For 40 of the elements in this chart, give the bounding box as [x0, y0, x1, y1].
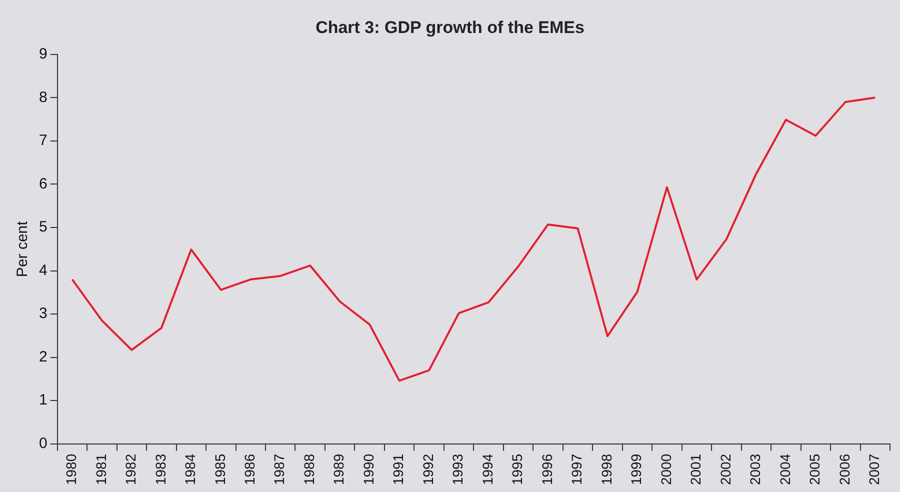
chart-title: Chart 3: GDP growth of the EMEs [316, 18, 584, 37]
y-axis-title: Per cent [14, 220, 32, 278]
x-tick-label: 1988 [300, 454, 317, 486]
x-tick-label: 1996 [538, 454, 555, 486]
y-tick-label: 9 [39, 46, 48, 63]
x-tick-label: 1980 [63, 454, 80, 486]
y-tick-label: 8 [39, 88, 48, 106]
x-tick-label: 1989 [330, 454, 347, 486]
x-tick-label: 1987 [271, 454, 288, 486]
x-tick-label: 1985 [212, 454, 228, 486]
x-tick-label: 2004 [776, 454, 793, 486]
x-tick-label: 2007 [866, 454, 882, 486]
x-tick-label: 2000 [658, 454, 674, 486]
x-tick-label: 1992 [420, 454, 436, 486]
y-tick-label: 7 [39, 132, 48, 150]
x-tick-label: 1981 [92, 454, 109, 486]
x-tick-label: 1991 [390, 454, 406, 486]
y-tick-label: 2 [39, 348, 48, 366]
x-tick-label: 2006 [836, 454, 852, 486]
x-tick-label: 1982 [122, 454, 139, 486]
y-tick-label: 0 [39, 434, 48, 452]
y-tick-label: 1 [39, 392, 48, 409]
x-tick-label: 1993 [450, 454, 466, 486]
y-tick-label: 4 [39, 262, 48, 279]
x-tick-label: 2001 [688, 454, 704, 486]
x-tick-label: 1999 [628, 454, 644, 486]
x-tick-label: 1986 [241, 454, 258, 486]
x-tick-label: 2003 [747, 454, 764, 486]
y-tick-label: 3 [39, 305, 48, 322]
x-tick-label: 1984 [182, 454, 198, 486]
x-tick-label: 2002 [717, 454, 734, 486]
x-tick-label: 1983 [152, 454, 168, 486]
x-tick-label: 1995 [509, 454, 526, 486]
y-tick-label: 6 [39, 175, 48, 192]
x-tick-label: 1990 [360, 454, 376, 486]
x-tick-label: 1997 [568, 454, 585, 486]
x-tick-label: 1998 [598, 454, 614, 486]
x-tick-label: 2005 [806, 454, 823, 486]
y-tick-label: 5 [39, 218, 48, 236]
x-tick-label: 1994 [479, 454, 496, 486]
